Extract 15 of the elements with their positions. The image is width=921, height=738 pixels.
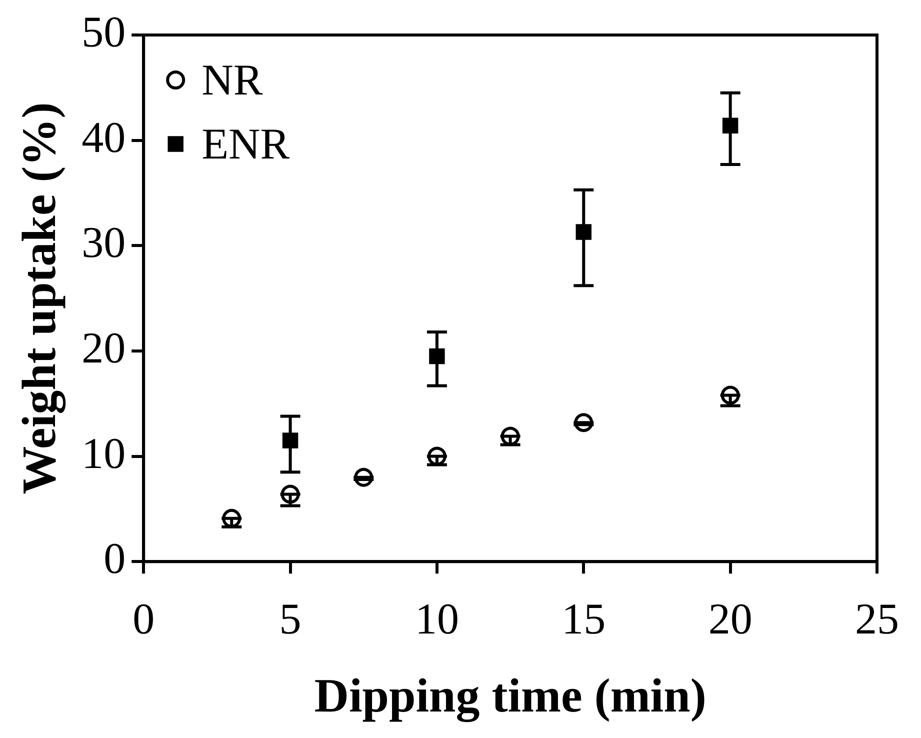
x-tick-label: 10 (414, 594, 459, 644)
legend-label: ENR (202, 120, 290, 169)
legend-label: NR (202, 56, 264, 105)
y-tick-label: 10 (82, 428, 126, 478)
y-axis-title: Weight uptake (%) (13, 102, 66, 494)
y-tick-label: 30 (82, 218, 126, 268)
y-tick-label: 20 (82, 324, 126, 373)
x-tick-label: 5 (279, 594, 302, 644)
x-tick-label: 15 (562, 594, 606, 644)
y-tick-label: 0 (104, 534, 126, 584)
x-axis-title: Dipping time (min) (314, 670, 706, 723)
y-tick-label: 50 (82, 8, 126, 57)
x-tick-label: 20 (708, 594, 752, 644)
x-tick-label: 25 (855, 594, 899, 644)
y-tick-label: 40 (82, 112, 126, 162)
